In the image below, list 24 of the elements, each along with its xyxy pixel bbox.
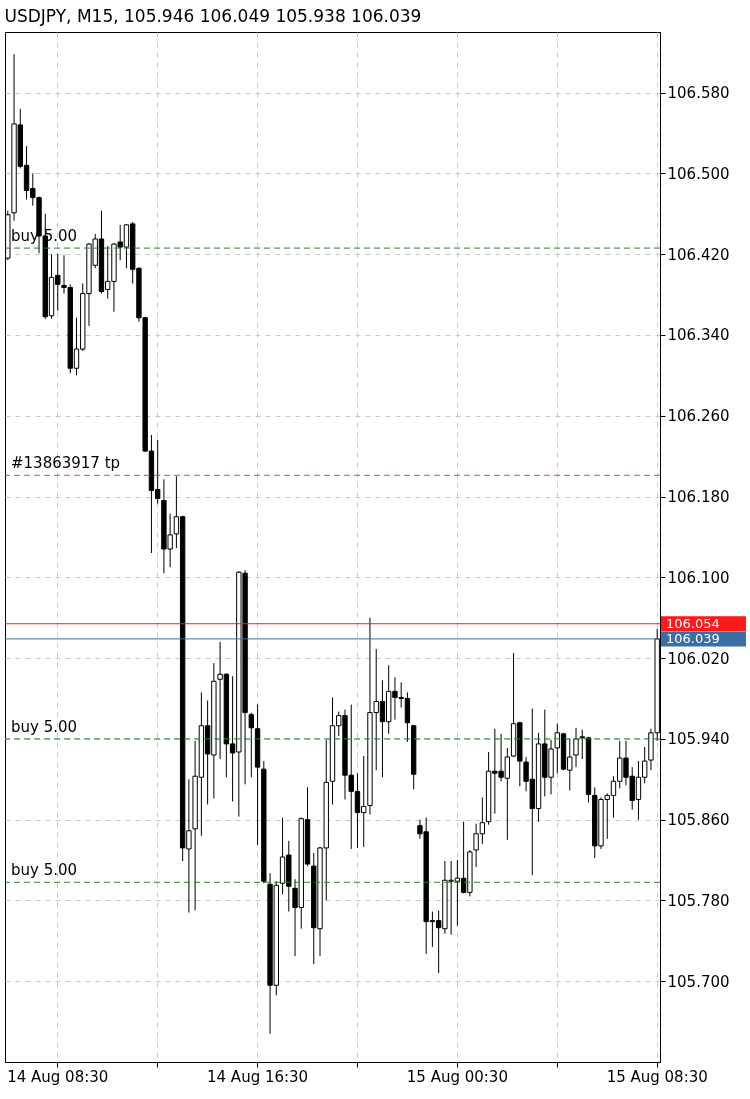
candlestick — [573, 727, 579, 768]
chart-title: USDJPY, M15, 105.946 106.049 105.938 106.039 — [4, 6, 422, 26]
x-tick-label: 14 Aug 16:30 — [207, 1067, 309, 1086]
x-tick-label: 15 Aug 08:30 — [606, 1067, 708, 1086]
y-tick-label: 105.860 — [667, 811, 730, 830]
y-tick-label: 106.260 — [667, 407, 730, 426]
y-tick-label: 106.340 — [667, 326, 730, 345]
candlestick — [248, 712, 255, 778]
y-tick-label: 106.100 — [667, 568, 730, 587]
y-tick-label: 106.180 — [667, 488, 730, 507]
ref-line-label: #13863917 tp — [11, 454, 121, 473]
y-tick-label: 105.780 — [667, 891, 730, 910]
ref-line-label: 106.039 — [666, 630, 720, 646]
x-tick-label: 14 Aug 08:30 — [7, 1067, 109, 1086]
x-tick-label: 15 Aug 00:30 — [406, 1067, 508, 1086]
ref-line-label: 106.054 — [666, 615, 720, 631]
y-tick-label: 106.420 — [667, 245, 730, 264]
ref-line-label: buy 5.00 — [11, 861, 78, 880]
ref-line-label: buy 5.00 — [11, 717, 78, 736]
y-tick-label: 106.500 — [667, 164, 730, 183]
y-tick-label: 106.020 — [667, 649, 730, 668]
y-tick-label: 105.940 — [667, 730, 730, 749]
y-tick-label: 106.580 — [667, 84, 730, 103]
y-tick-label: 105.700 — [667, 972, 730, 991]
